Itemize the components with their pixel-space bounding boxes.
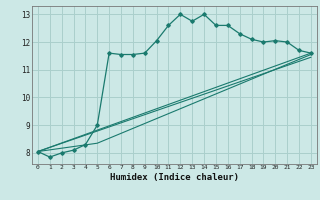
X-axis label: Humidex (Indice chaleur): Humidex (Indice chaleur)	[110, 173, 239, 182]
